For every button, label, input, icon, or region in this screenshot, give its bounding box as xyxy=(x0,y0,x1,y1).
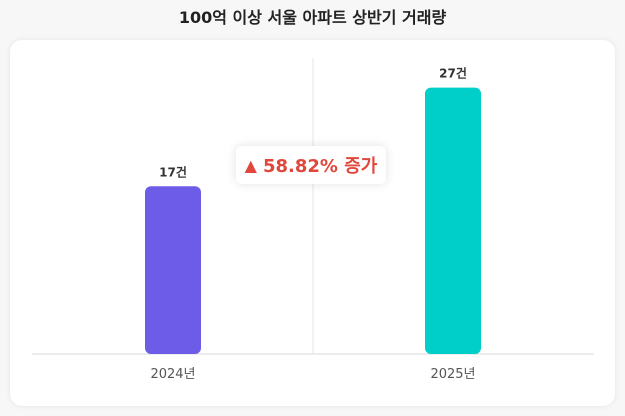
data-label-1: 27건 xyxy=(439,66,467,81)
bars-layer xyxy=(145,87,481,354)
ticks-layer: 2024년 2025년 xyxy=(150,367,475,382)
data-label-0: 17건 xyxy=(159,164,187,179)
bar-1 xyxy=(425,87,481,354)
chart-title: 100억 이상 서울 아파트 상반기 거래량 xyxy=(178,8,447,27)
increase-annotation: ▲ 58.82% 증가 xyxy=(236,146,386,184)
x-tick-label-1: 2025년 xyxy=(430,367,475,382)
bar-0 xyxy=(145,186,201,354)
labels-layer: 17건 27건 xyxy=(159,66,467,180)
increase-annotation-text: 58.82% 증가 xyxy=(262,156,378,177)
up-triangle-icon: ▲ xyxy=(244,155,257,175)
x-tick-label-0: 2024년 xyxy=(150,367,195,382)
